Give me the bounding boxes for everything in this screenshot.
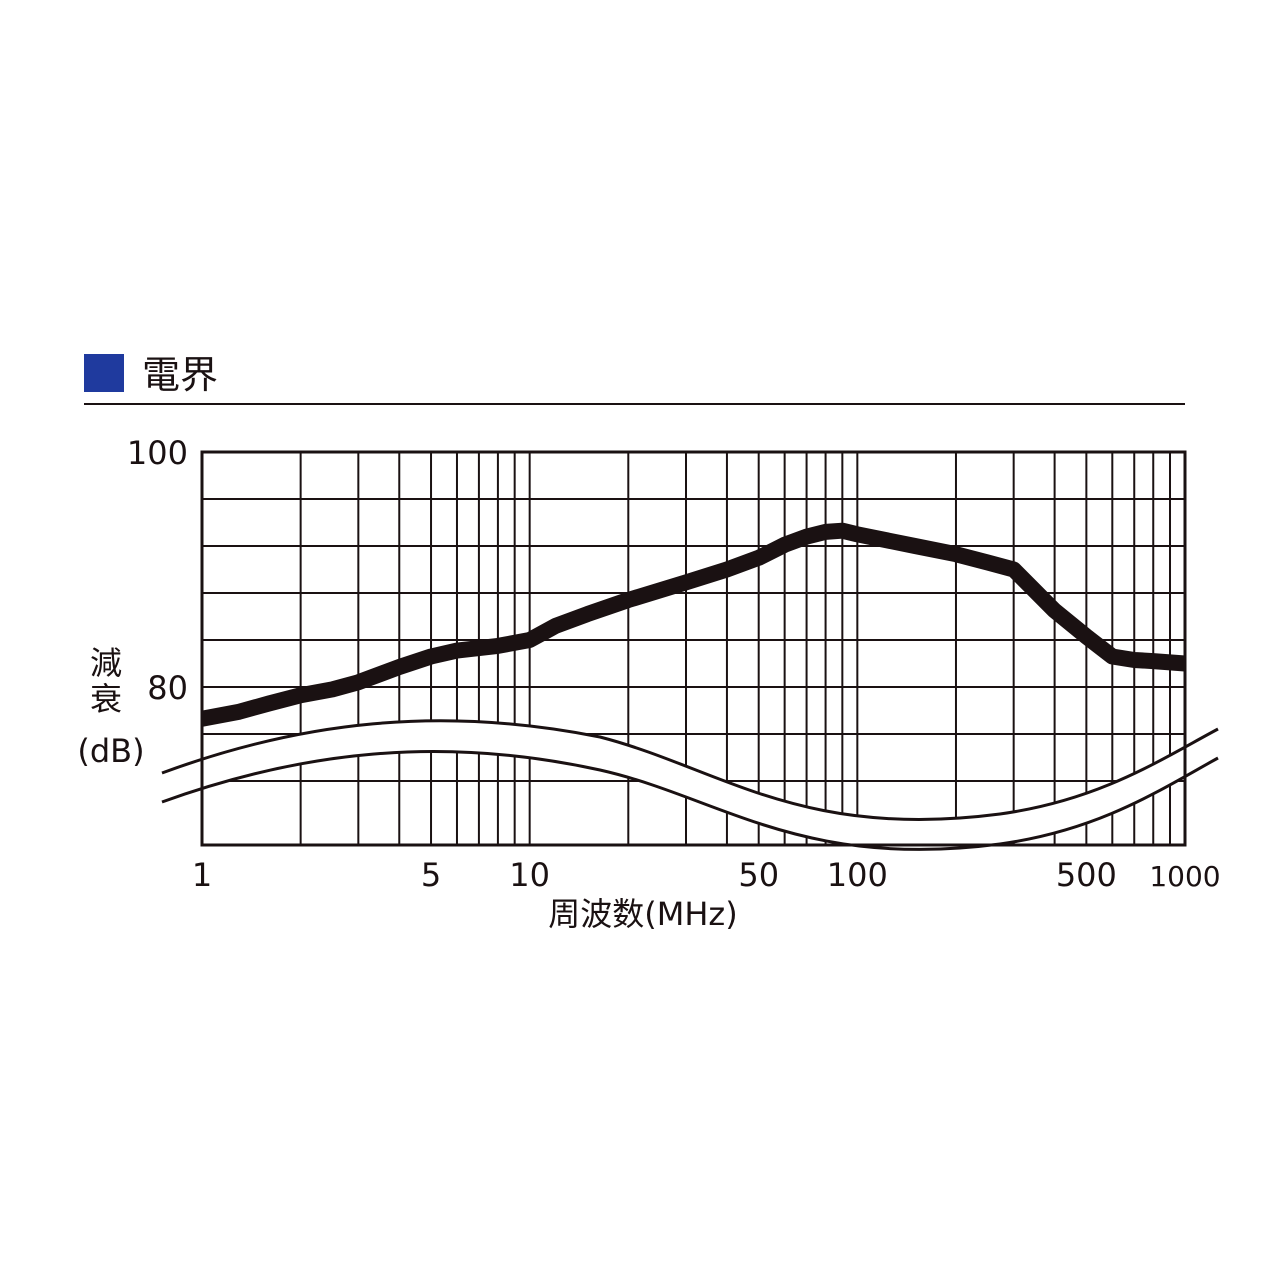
y-tick-labels: 100 80 xyxy=(127,434,188,707)
axis-break-mask xyxy=(162,720,1218,850)
x-tick-labels: 1 5 10 50 100 500 1000 xyxy=(192,856,1221,894)
x-axis-label: 周波数(MHz) xyxy=(548,895,737,933)
y-tick-label: 80 xyxy=(147,669,188,707)
axis-break-bottom xyxy=(161,750,1219,852)
y-axis-label-1: 減 xyxy=(90,644,122,682)
x-tick-label: 1 xyxy=(192,856,212,894)
x-tick-label: 10 xyxy=(509,856,550,894)
data-line xyxy=(200,522,1186,727)
x-tick-label: 100 xyxy=(827,856,888,894)
x-tick-label: 50 xyxy=(738,856,779,894)
x-tick-label: 5 xyxy=(421,856,441,894)
title-marker xyxy=(84,354,124,392)
plot-frame xyxy=(200,450,1187,847)
y-axis-label-3: (dB) xyxy=(77,732,144,770)
x-tick-label: 1000 xyxy=(1149,860,1220,893)
y-tick-label: 100 xyxy=(127,434,188,472)
y-axis-label-2: 衰 xyxy=(90,680,122,718)
chart-title: 電界 xyxy=(142,353,218,397)
x-tick-label: 500 xyxy=(1056,856,1117,894)
axis-break-top xyxy=(161,719,1219,822)
grid xyxy=(202,452,1185,845)
